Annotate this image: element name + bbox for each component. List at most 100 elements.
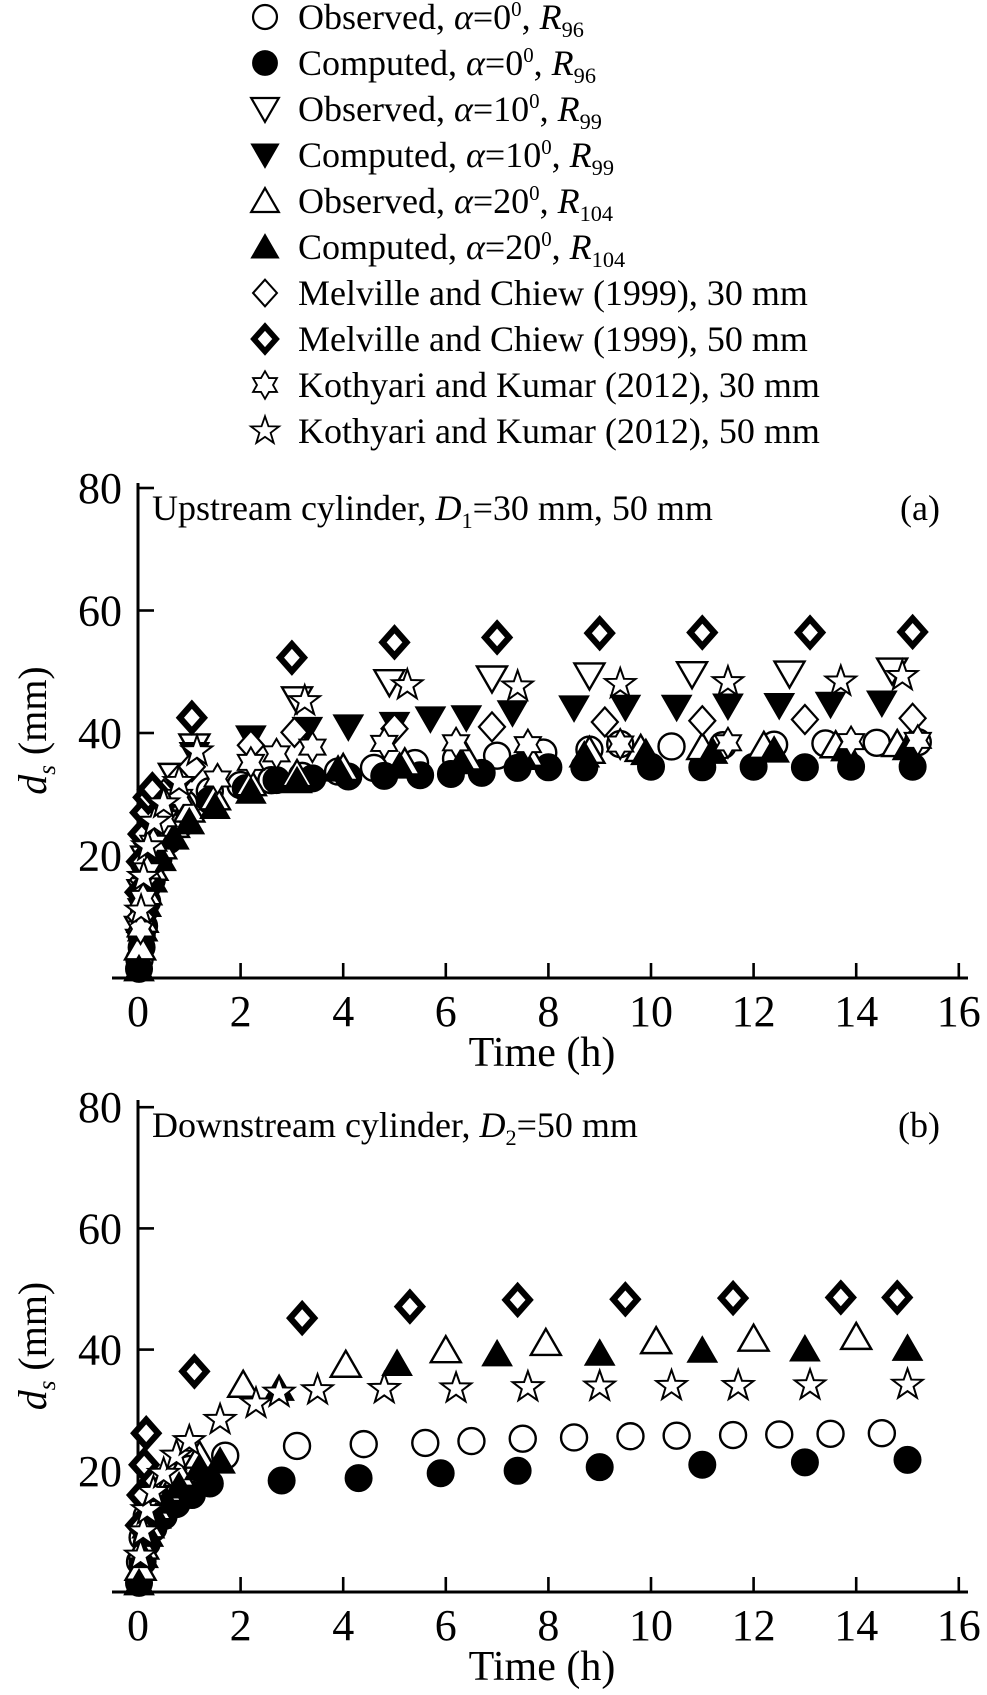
diamond-bold-marker-icon [896, 613, 929, 651]
circle-filled-marker-icon [252, 50, 278, 76]
x-tick-label: 2 [230, 1601, 252, 1650]
y-tick-label: 40 [78, 709, 122, 758]
legend-label-text: , [539, 181, 558, 221]
tri-down-filled-marker-icon [712, 693, 744, 722]
legend-label-sup: 0 [523, 43, 534, 67]
diamond-open-marker-icon [790, 703, 820, 736]
y-tick-label: 20 [78, 1447, 122, 1496]
tri-up-open-marker-icon [736, 1322, 771, 1352]
legend-label: Melville and Chiew (1999), 50 mm [298, 321, 808, 357]
legend-label-i: α [466, 43, 485, 83]
legend-label-text: Kothyari and Kumar (2012), 50 mm [298, 411, 820, 451]
panel-title: Upstream cylinder, D1=30 mm, 50 mm [152, 488, 713, 533]
star6-open-marker-icon [513, 727, 543, 762]
star5-open-marker-icon [822, 662, 859, 697]
legend-item-diamond-bold: Melville and Chiew (1999), 50 mm [244, 316, 820, 362]
legend-label: Observed, α=200, R104 [298, 181, 613, 225]
tri-down-filled-marker-icon [332, 714, 365, 742]
y-tick-label: 60 [78, 587, 122, 636]
star6-open-marker-icon [369, 726, 399, 761]
legend-label: Kothyari and Kumar (2012), 30 mm [298, 367, 820, 403]
legend-label-sub: 99 [579, 109, 602, 135]
series-computed-a10-r99 [124, 690, 898, 957]
tri-up-open-icon [249, 185, 281, 214]
legend-label-text: =0 [484, 43, 524, 83]
legend-label-text: , [539, 89, 558, 129]
x-tick-label: 14 [834, 1601, 878, 1650]
circle-open-marker-icon [559, 1423, 589, 1452]
star5-open-marker-icon [260, 1373, 298, 1409]
diamond-bold-marker-icon [178, 1353, 211, 1390]
x-tick-label: 16 [937, 1601, 981, 1650]
star5-open-marker-icon [136, 802, 173, 838]
tri-up-filled-marker-icon [758, 735, 790, 763]
star5-open-marker-icon [201, 1400, 239, 1436]
legend-label-text: Observed, [298, 0, 454, 37]
circle-open-marker-icon [816, 1419, 845, 1449]
circle-open-icon [251, 3, 279, 31]
tri-down-filled-marker-icon [414, 706, 447, 734]
panel-corner-label: (b) [898, 1105, 940, 1145]
diamond-bold-icon [250, 322, 280, 356]
legend-label-text: =10 [484, 135, 542, 175]
diamond-bold-marker-icon [881, 1279, 914, 1316]
tri-down-open-marker-icon [474, 665, 510, 695]
circle-filled-icon [252, 50, 278, 76]
legend-label-text: Melville and Chiew (1999), 30 mm [298, 273, 808, 313]
tri-up-open-marker-icon [839, 1320, 874, 1351]
tri-up-filled-marker-icon [381, 1348, 413, 1377]
tri-up-filled-marker-icon [199, 791, 231, 819]
tri-up-filled-marker-icon [173, 806, 206, 835]
star5-open-marker-icon [135, 1472, 172, 1508]
star5-open-marker-icon [509, 1368, 546, 1403]
tri-up-open-marker-icon [328, 1348, 363, 1378]
tri-down-filled-marker-icon [558, 695, 590, 723]
star5-open-marker-icon [160, 762, 198, 798]
legend-label-i: R [551, 43, 574, 83]
diamond-bold-marker-icon [378, 624, 411, 661]
tri-down-filled-marker-icon [865, 690, 898, 718]
x-tick-label: 8 [537, 1601, 559, 1650]
diamond-open-marker-icon [477, 710, 507, 744]
legend-label: Observed, α=00, R96 [298, 0, 584, 41]
star5-open-marker-icon [366, 1369, 403, 1405]
star5-open-marker-icon [122, 1536, 159, 1572]
legend-label-sup: 0 [529, 89, 540, 113]
legend-label-text: , [551, 135, 570, 175]
tri-up-filled-marker-icon [204, 1446, 236, 1474]
tri-up-filled-marker-icon [630, 737, 662, 766]
star5-open-marker-icon [389, 666, 426, 701]
x-axis-title: Time (h) [469, 1030, 616, 1076]
x-tick-label: 4 [332, 1601, 354, 1650]
tri-up-open-marker-icon [226, 1368, 261, 1398]
legend-label-text: , [521, 0, 540, 37]
legend-label-i: R [569, 135, 592, 175]
tri-up-open-marker-icon [528, 1326, 563, 1357]
star6-open-marker-icon [441, 725, 471, 760]
diamond-open-marker-icon [251, 278, 279, 308]
y-tick-label: 20 [78, 832, 122, 881]
tri-down-filled-marker-icon [496, 700, 529, 728]
y-axis-title: ds (mm) [10, 1282, 61, 1411]
diamond-bold-marker-icon [393, 1288, 427, 1325]
star5-open-marker-icon [171, 1422, 208, 1457]
x-tick-label: 8 [537, 987, 559, 1036]
star5-open-marker-icon [720, 1366, 757, 1402]
tri-down-filled-marker-icon [609, 694, 642, 723]
panel-b: 20 40 60 80 0 2 4 6 8 10 12 14 16 Time (h) ds (mm) Down… [10, 1083, 981, 1690]
y-tick-label: 60 [78, 1204, 122, 1253]
series-kothyari-kumar-50mm [122, 1365, 926, 1572]
tri-up-filled-marker-icon [789, 1333, 821, 1362]
legend-label-text: =0 [472, 0, 512, 37]
legend-label-sub: 104 [579, 201, 614, 227]
circle-filled-marker-icon [790, 1448, 819, 1477]
legend-item-tri-up-open: Observed, α=200, R104 [244, 178, 820, 225]
legend-label-i: α [466, 227, 485, 267]
diamond-bold-marker-icon [286, 1299, 319, 1337]
x-tick-label: 10 [629, 987, 673, 1036]
star5-open-marker-icon [653, 1366, 690, 1402]
circle-open-marker-icon [349, 1429, 378, 1459]
diamond-open-marker-icon [279, 716, 309, 749]
tri-up-filled-marker-icon [481, 1338, 513, 1367]
circle-open-marker-icon [251, 3, 279, 31]
